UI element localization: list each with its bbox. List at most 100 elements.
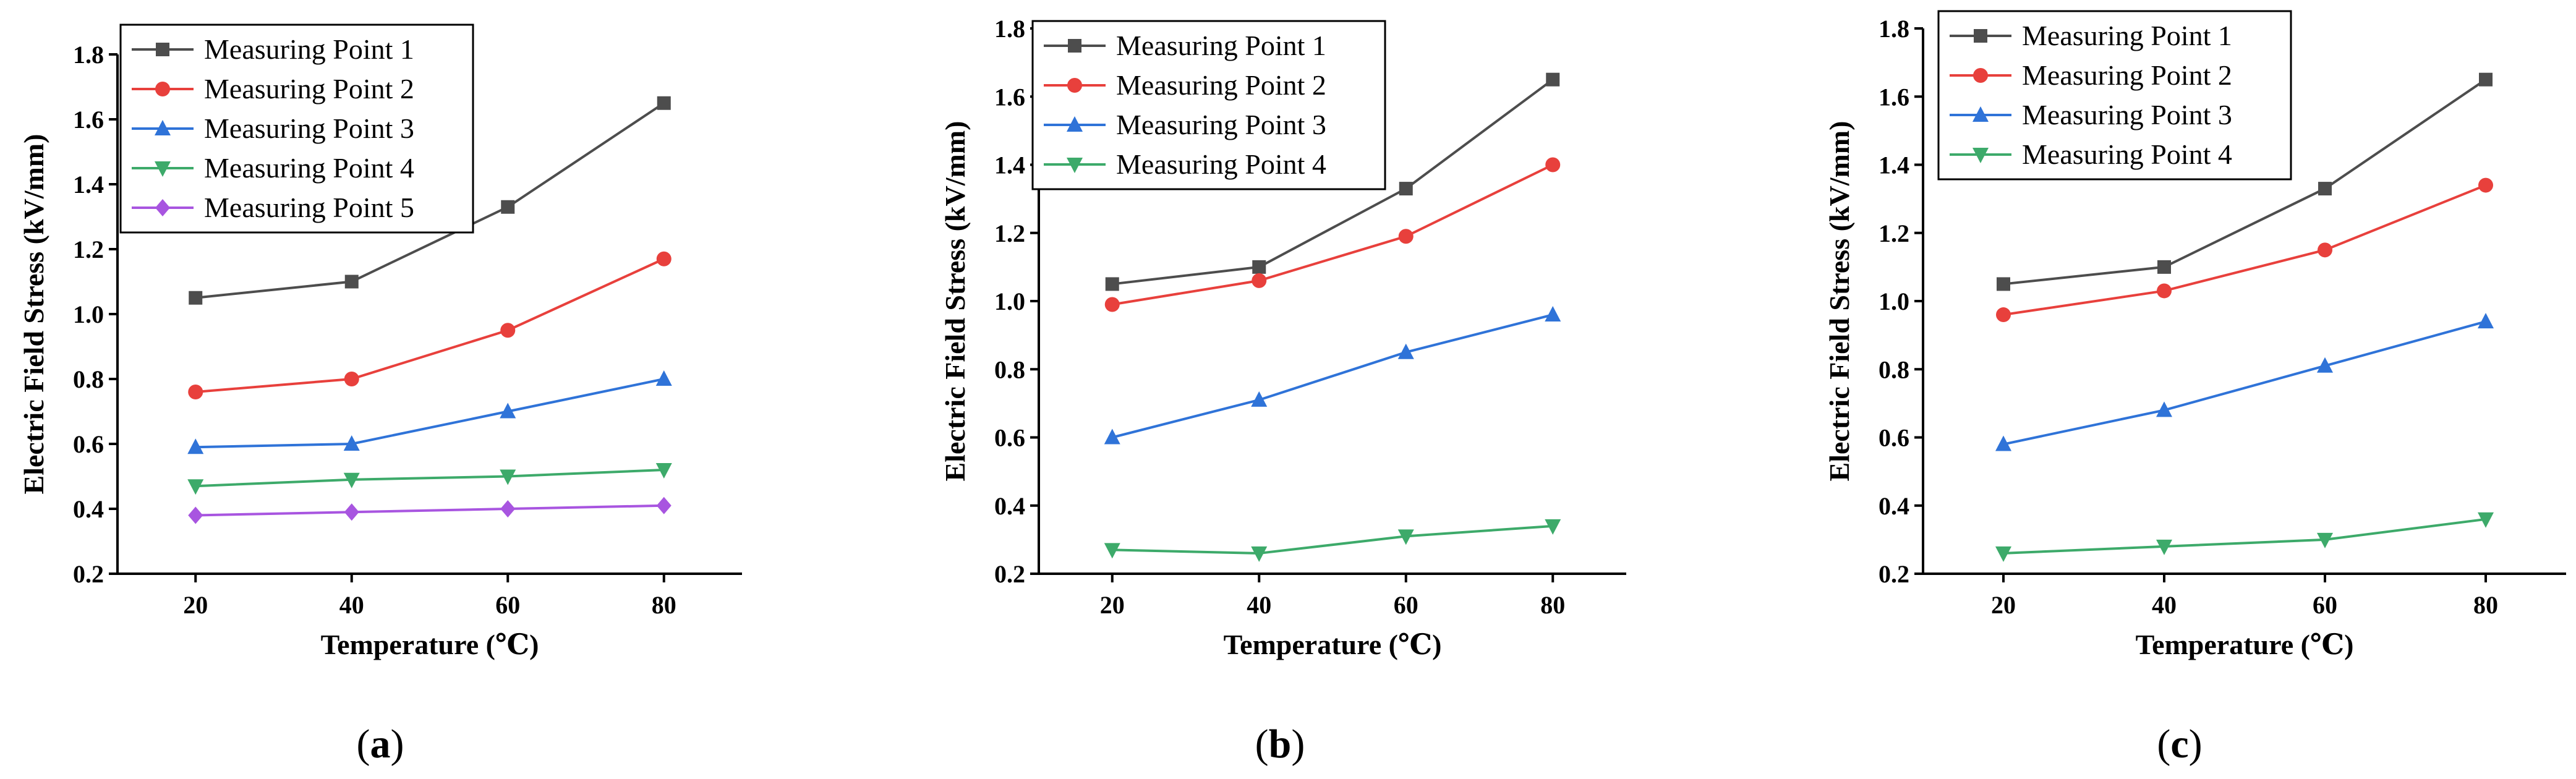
legend-label: Measuring Point 3 <box>204 113 414 144</box>
data-point <box>343 435 360 451</box>
legend-marker <box>1973 106 1989 122</box>
legend-label: Measuring Point 1 <box>1116 30 1326 61</box>
panel-caption: (a) <box>357 722 404 767</box>
y-axis-title: Electric Field Stress (kV/mm) <box>1823 121 1855 482</box>
series-3 <box>1104 306 1561 445</box>
data-point <box>189 291 203 305</box>
legend-label: Measuring Point 2 <box>204 73 414 104</box>
series-line <box>195 378 665 449</box>
series-2 <box>188 251 672 399</box>
x-axis-title: Temperature (℃) <box>1224 629 1442 660</box>
data-point <box>1104 428 1120 445</box>
x-tick-label: 60 <box>495 591 520 619</box>
data-point <box>1252 260 1266 274</box>
legend: Measuring Point 1 Measuring Point 2 Measur… <box>1937 10 2292 181</box>
y-tick-label: 1.0 <box>73 300 104 328</box>
y-tick-label: 1.2 <box>994 219 1025 247</box>
legend-marker <box>1067 78 1082 93</box>
data-point <box>1398 229 1414 244</box>
y-tick-label: 0.6 <box>994 424 1025 452</box>
data-point <box>1104 297 1120 312</box>
panel-caption: (c) <box>2157 722 2202 767</box>
data-point <box>501 200 515 214</box>
series-line <box>195 504 664 517</box>
data-point <box>500 323 516 338</box>
data-point <box>343 472 360 488</box>
series-line <box>1112 79 1554 286</box>
legend-marker <box>1067 116 1083 132</box>
data-point <box>1995 435 2011 451</box>
y-tick-label: 0.8 <box>73 365 104 393</box>
legend-box <box>1031 20 1386 190</box>
chart-panel-a: 20 40 60 80 0.2 0.4 0.6 0.8 1.0 1.2 1.4 1.6 1.8 Tempe… <box>18 23 742 767</box>
legend-marker <box>155 161 171 177</box>
data-point <box>344 372 359 386</box>
data-point <box>2157 283 2172 299</box>
y-tick-label: 1.0 <box>1879 287 1909 315</box>
legend-marker <box>1067 158 1083 173</box>
y-axis-title: Electric Field Stress (kV/mm) <box>18 134 49 495</box>
x-tick-label: 80 <box>652 591 676 619</box>
data-point <box>2478 177 2493 193</box>
y-tick-label: 0.2 <box>994 560 1025 588</box>
data-point <box>1545 519 1561 535</box>
y-tick-label: 1.8 <box>994 15 1025 43</box>
y-tick-label: 1.8 <box>73 41 104 69</box>
data-point <box>2479 72 2493 87</box>
y-tick-label: 0.2 <box>73 560 104 588</box>
series-line <box>1112 163 1554 306</box>
legend-marker <box>155 199 170 216</box>
x-axis-title: Temperature (℃) <box>321 629 539 660</box>
series-2 <box>1104 157 1561 312</box>
data-point <box>1546 72 1560 87</box>
legend-marker <box>1068 39 1081 53</box>
series-1 <box>189 96 671 305</box>
y-tick-label: 1.6 <box>73 106 104 134</box>
data-point <box>2478 313 2494 329</box>
series-line <box>195 257 665 393</box>
x-tick-label: 40 <box>339 591 364 619</box>
panel-caption-letter: c <box>2170 722 2188 767</box>
data-point <box>2157 260 2171 274</box>
x-tick-label: 40 <box>1247 591 1271 619</box>
data-point <box>1397 529 1414 545</box>
data-point <box>2318 242 2332 258</box>
data-point <box>500 402 516 419</box>
y-tick-label: 1.6 <box>994 83 1025 111</box>
x-tick-label: 20 <box>1100 591 1125 619</box>
legend-marker <box>1974 29 1987 43</box>
series-3 <box>1995 313 2494 451</box>
y-tick-label: 1.8 <box>1879 15 1909 43</box>
y-tick-label: 0.8 <box>1879 355 1909 383</box>
data-point <box>2156 539 2172 555</box>
data-point <box>656 496 672 514</box>
x-tick-label: 80 <box>1540 591 1565 619</box>
legend-label: Measuring Point 3 <box>1116 109 1326 140</box>
legend-label: Measuring Point 1 <box>204 33 414 65</box>
y-tick-label: 0.8 <box>994 355 1025 383</box>
legend-label: Measuring Point 5 <box>204 192 414 223</box>
series-line <box>195 469 664 488</box>
data-point <box>2478 512 2494 528</box>
y-tick-label: 1.2 <box>1879 219 1909 247</box>
y-tick-label: 1.2 <box>73 236 104 263</box>
legend-marker <box>1973 148 1989 163</box>
x-tick-label: 20 <box>1991 591 2016 619</box>
legend: Measuring Point 1 Measuring Point 2 Measur… <box>1031 20 1386 190</box>
series-line <box>2003 184 2486 317</box>
series-line <box>2003 320 2486 446</box>
panel-caption-letter: a <box>370 722 391 767</box>
y-tick-label: 0.4 <box>994 492 1025 520</box>
series-3 <box>187 370 672 454</box>
legend-label: Measuring Point 3 <box>2022 99 2232 130</box>
data-point <box>657 96 671 110</box>
series-line <box>1112 524 1553 555</box>
series-4 <box>187 463 672 495</box>
panel-caption-letter: b <box>1269 722 1292 767</box>
legend: Measuring Point 1 Measuring Point 2 Measur… <box>119 23 474 234</box>
data-point <box>188 385 203 399</box>
series-line <box>195 102 665 299</box>
y-tick-label: 1.0 <box>994 287 1025 315</box>
legend-marker <box>1973 68 1988 83</box>
data-point <box>344 503 359 521</box>
